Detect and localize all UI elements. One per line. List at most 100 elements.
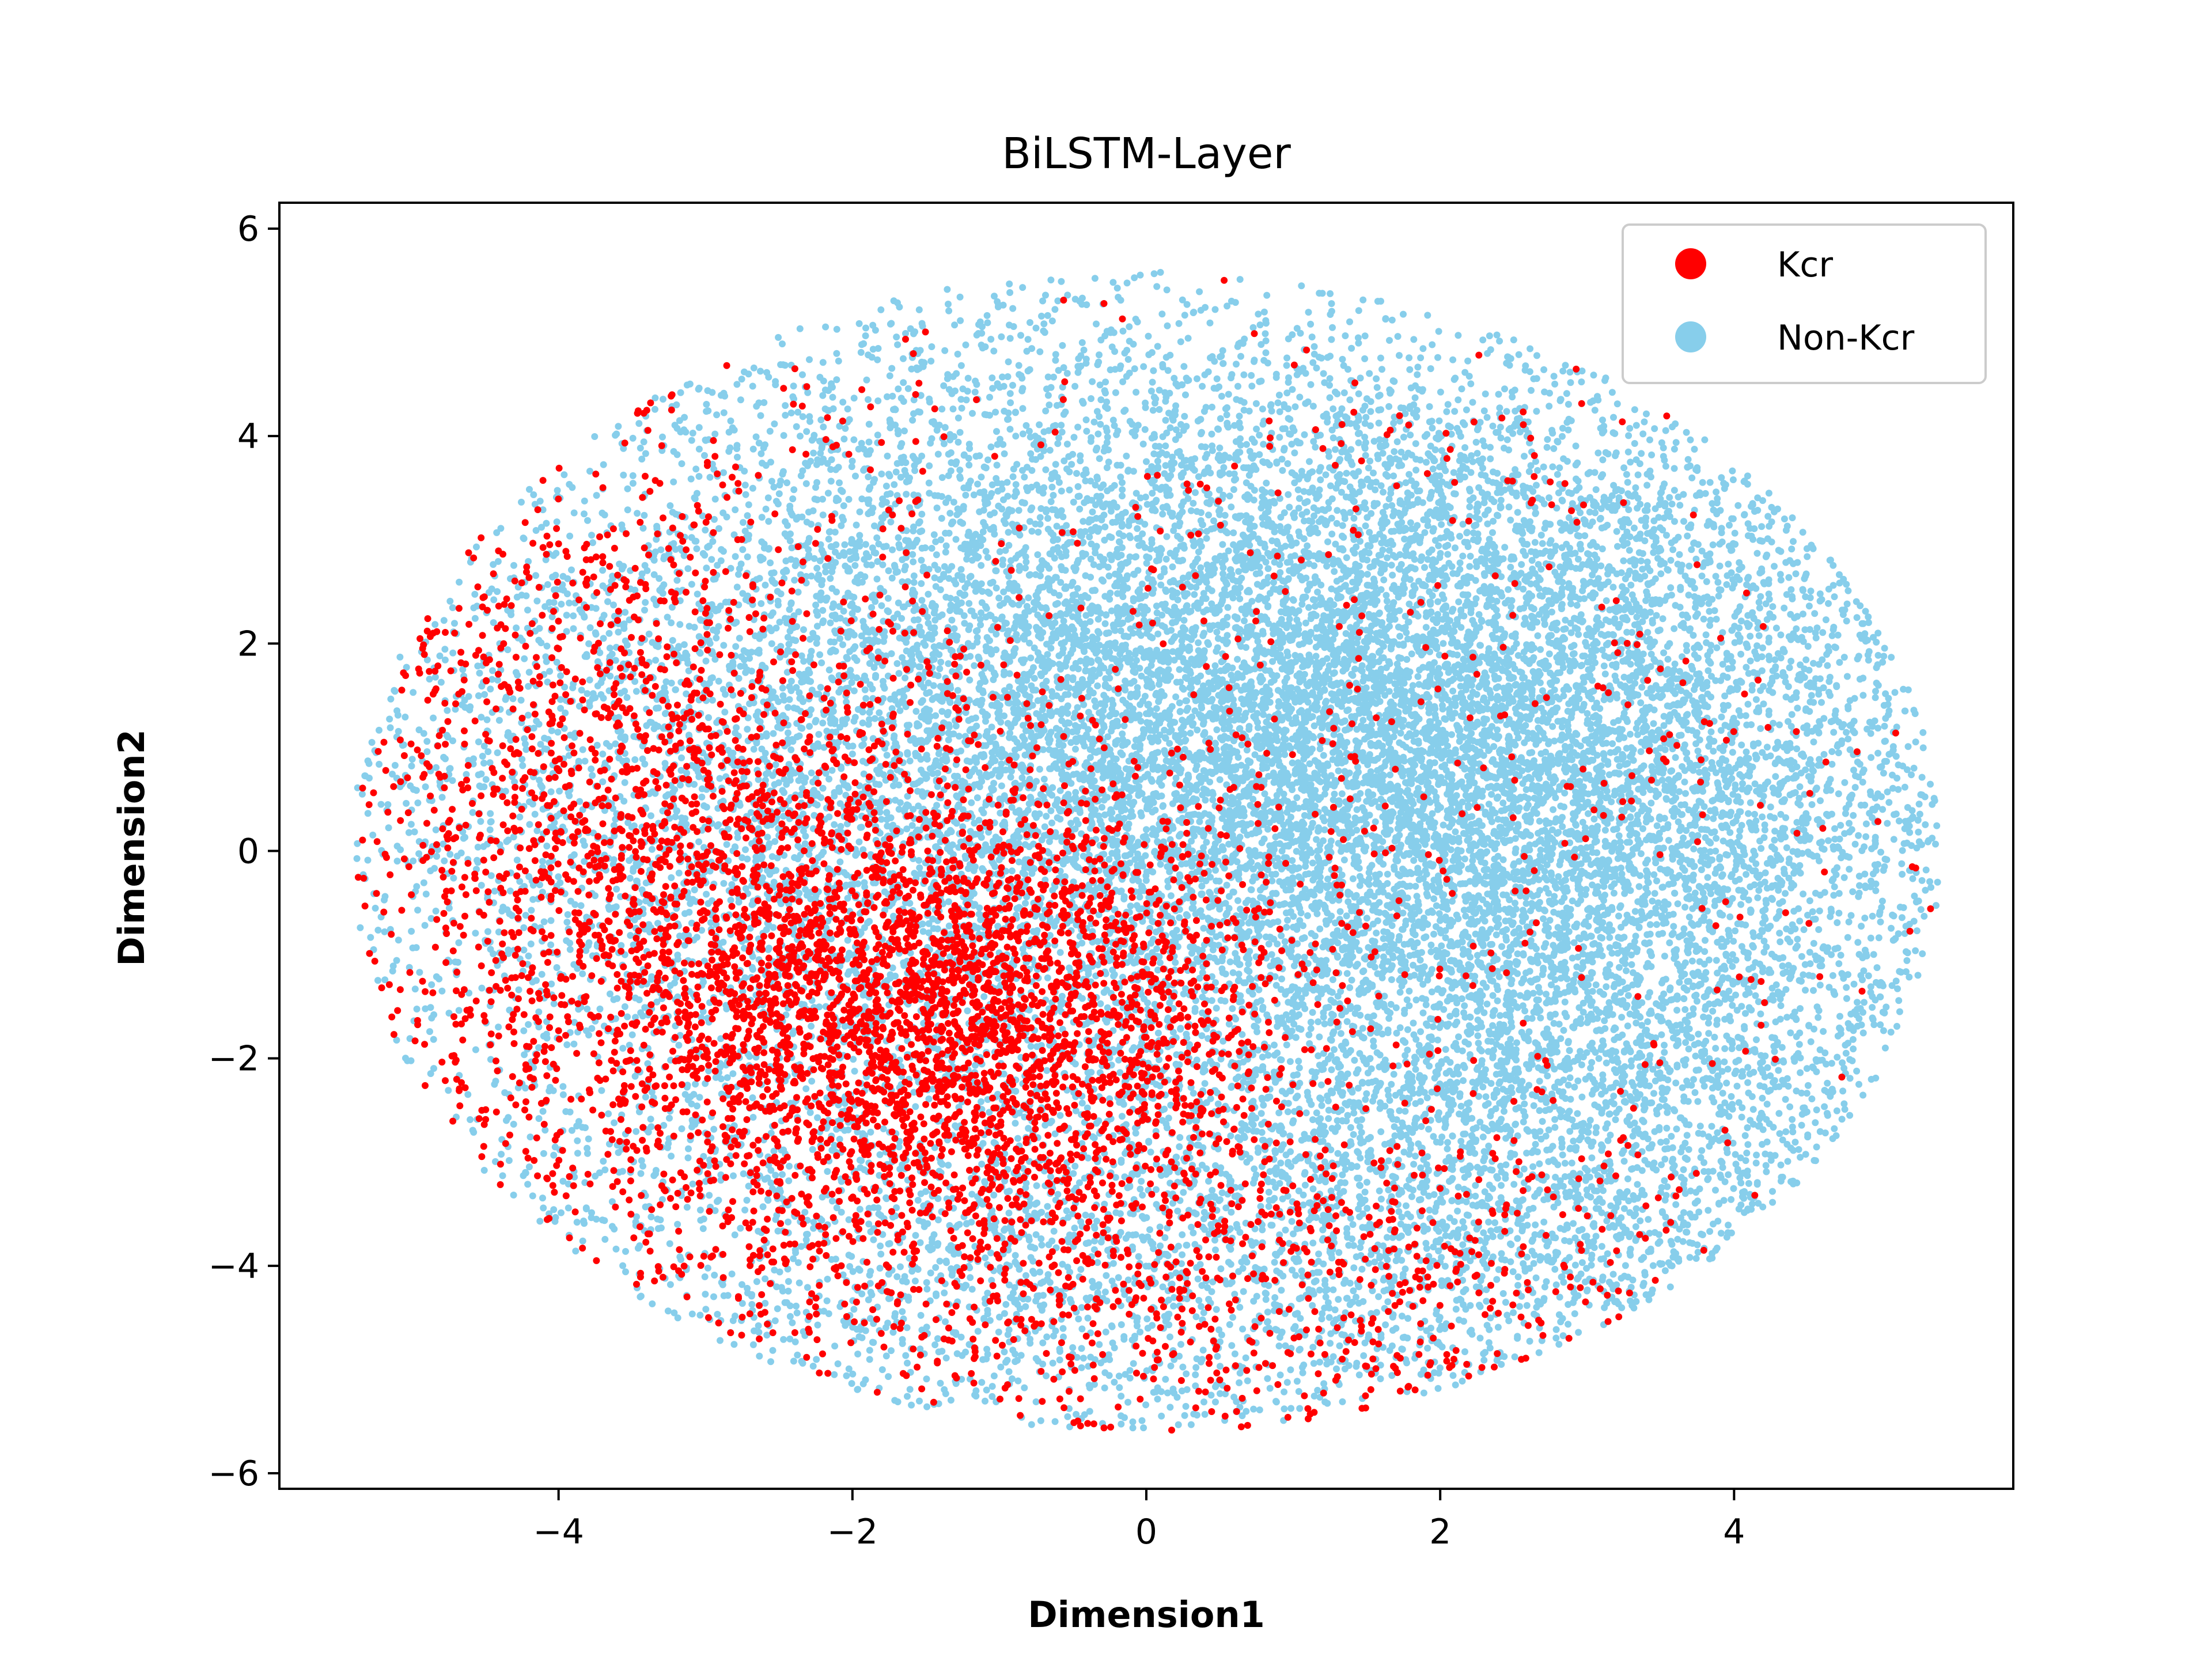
- data-point: [1412, 1065, 1419, 1073]
- data-point: [1539, 687, 1546, 695]
- data-point: [1343, 912, 1350, 920]
- data-point: [1375, 803, 1382, 811]
- data-point: [1388, 810, 1396, 818]
- data-point: [1646, 921, 1654, 928]
- data-point: [1086, 754, 1094, 761]
- data-point: [1676, 788, 1683, 795]
- data-point: [1785, 683, 1792, 691]
- data-point: [974, 634, 981, 641]
- data-point: [1493, 983, 1501, 989]
- data-point: [1820, 750, 1828, 758]
- data-point: [1223, 411, 1230, 419]
- data-point: [862, 332, 869, 339]
- data-point: [1507, 563, 1514, 571]
- data-point: [1429, 341, 1436, 348]
- data-point: [1324, 538, 1331, 545]
- data-point: [1684, 532, 1691, 540]
- data-point: [1734, 502, 1742, 509]
- data-point: [1216, 776, 1224, 783]
- data-point: [1390, 419, 1397, 427]
- data-point: [1198, 882, 1206, 890]
- data-point: [840, 502, 847, 510]
- data-point: [1699, 479, 1706, 486]
- data-point: [1696, 768, 1703, 776]
- data-point: [1698, 866, 1705, 874]
- data-point: [1281, 854, 1288, 862]
- data-point: [1903, 957, 1911, 964]
- data-point: [1873, 964, 1881, 972]
- data-point: [1615, 912, 1622, 920]
- data-point: [1070, 498, 1077, 506]
- data-point: [1005, 358, 1012, 366]
- data-point: [900, 379, 907, 386]
- data-point: [1073, 817, 1080, 824]
- data-point: [1688, 957, 1696, 965]
- data-point: [1689, 970, 1696, 977]
- data-point: [1685, 591, 1692, 599]
- data-point: [1762, 906, 1769, 913]
- data-point: [1153, 609, 1161, 617]
- data-point: [1651, 425, 1658, 433]
- data-point: [1307, 1025, 1315, 1032]
- data-point: [1340, 856, 1348, 864]
- data-point: [1324, 875, 1331, 883]
- data-point: [1747, 632, 1754, 640]
- data-point: [1265, 941, 1272, 948]
- data-point: [1650, 549, 1657, 556]
- data-point: [1690, 845, 1698, 852]
- data-point: [1569, 954, 1576, 962]
- data-point: [1208, 997, 1215, 1004]
- data-point: [1603, 597, 1610, 604]
- data-point: [1633, 725, 1640, 732]
- data-point: [1402, 1052, 1409, 1059]
- data-point: [1540, 915, 1547, 923]
- data-point: [1822, 616, 1830, 624]
- data-point: [764, 833, 771, 841]
- data-point: [1782, 1128, 1790, 1135]
- data-point: [1448, 1197, 1456, 1204]
- data-point: [1744, 700, 1752, 708]
- data-point: [1791, 614, 1798, 621]
- data-point: [1895, 817, 1903, 825]
- data-point: [1371, 964, 1378, 971]
- data-point: [1286, 503, 1293, 511]
- data-point: [1337, 1030, 1344, 1037]
- data-point: [1353, 680, 1360, 687]
- data-point: [1777, 938, 1784, 946]
- data-point: [1716, 854, 1724, 861]
- data-point: [1474, 917, 1481, 925]
- data-point: [1573, 731, 1581, 738]
- data-point: [1359, 779, 1367, 787]
- data-point: [1429, 465, 1437, 473]
- data-point: [1927, 780, 1934, 788]
- data-point: [1901, 783, 1908, 791]
- data-point: [994, 441, 1001, 448]
- data-point: [1912, 738, 1919, 746]
- data-point: [1810, 738, 1817, 746]
- data-point: [1466, 503, 1474, 510]
- data-point: [1363, 915, 1370, 922]
- data-point: [1877, 1021, 1884, 1029]
- data-point: [1634, 731, 1641, 738]
- data-point: [1730, 938, 1737, 945]
- data-point: [1343, 1018, 1351, 1025]
- data-point: [1691, 686, 1698, 693]
- data-point: [1783, 844, 1790, 851]
- data-point: [1294, 486, 1302, 494]
- data-point: [1668, 931, 1676, 938]
- data-point: [1499, 799, 1507, 807]
- data-point: [1237, 905, 1244, 913]
- data-point: [1810, 987, 1817, 994]
- data-point: [1289, 596, 1297, 603]
- data-point: [1098, 576, 1105, 583]
- data-point: [1743, 748, 1750, 756]
- data-point: [1606, 934, 1613, 941]
- data-point: [1388, 316, 1396, 324]
- data-point: [1669, 546, 1677, 553]
- data-point: [1311, 596, 1319, 604]
- data-point: [698, 927, 706, 934]
- data-point: [1195, 811, 1202, 819]
- data-point: [1469, 399, 1476, 406]
- data-point: [1521, 739, 1528, 746]
